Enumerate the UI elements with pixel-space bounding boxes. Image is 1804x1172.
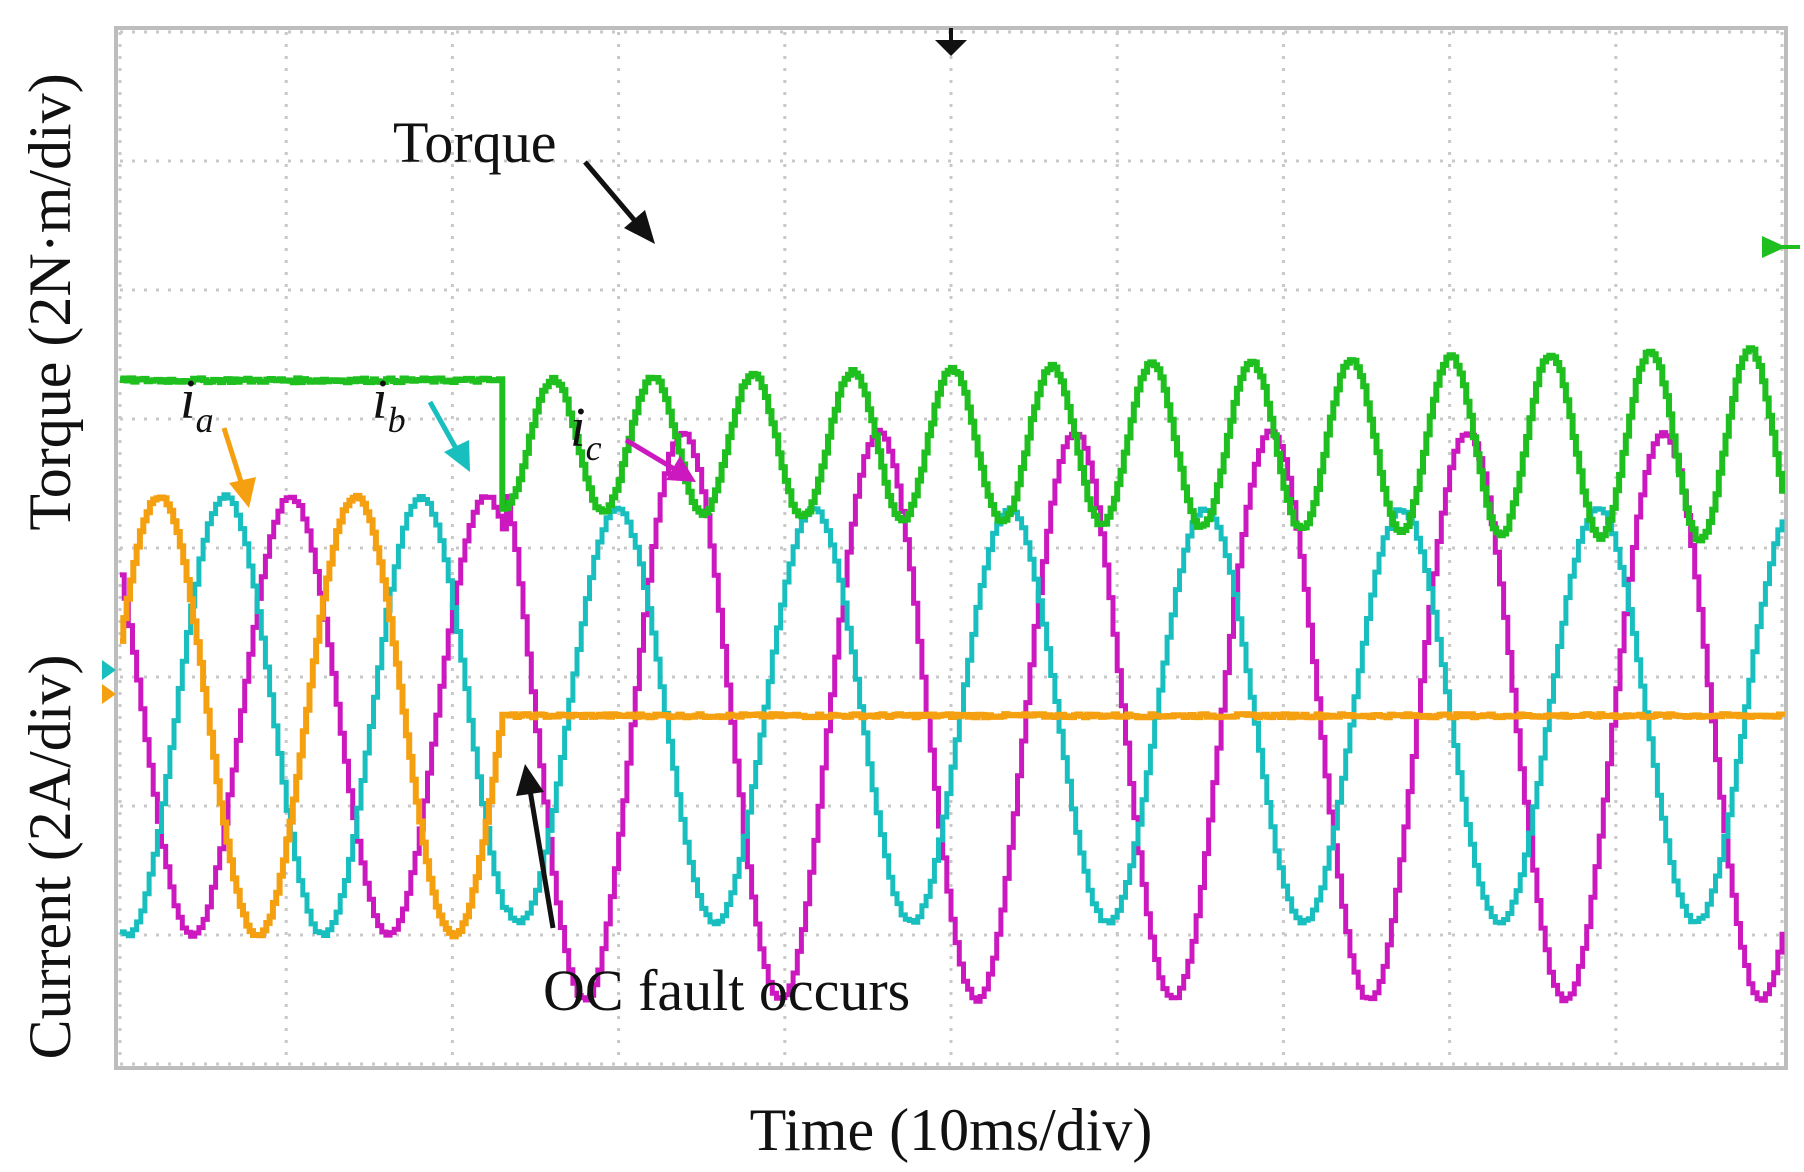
ib-label-sub: b: [388, 400, 406, 440]
trigger-top-marker: [935, 40, 967, 56]
ia-arrow-head: [229, 477, 256, 508]
ib-label: ib: [372, 369, 406, 440]
fault-annotation: OC fault occurs: [543, 958, 910, 1023]
ic-label: ic: [570, 397, 602, 468]
ic-label-sub: c: [586, 428, 602, 468]
traces: [120, 345, 1785, 1004]
current-a-level-marker: [102, 684, 116, 704]
ic-label-main: i: [570, 397, 586, 459]
ic-arrow-head: [666, 456, 696, 482]
y-axis-title-torque: Torque (2N·m/div): [17, 73, 83, 530]
torque-arrow-head: [624, 210, 655, 244]
torque-annotation: Torque: [393, 110, 556, 175]
ib-arrow: [427, 400, 461, 454]
current-ib-trace: [120, 492, 1785, 939]
ib-arrow-head: [444, 440, 470, 472]
x-axis-title: Time (10ms/div): [750, 1097, 1153, 1163]
torque-arrow: [583, 160, 643, 230]
fault-arrow: [527, 789, 556, 929]
ib-label-main: i: [372, 369, 388, 431]
current-ia-trace: [120, 492, 1785, 940]
ia-label-main: i: [180, 369, 196, 431]
current-ic-trace: [120, 427, 1785, 1004]
y-axis-title-current: Current (2A/div): [17, 655, 83, 1060]
ic-arrow: [624, 437, 678, 473]
ia-label: ia: [180, 369, 214, 440]
current-b-level-marker: [102, 660, 116, 680]
ia-arrow: [221, 427, 246, 489]
ia-label-sub: a: [196, 400, 214, 440]
fault-arrow-head: [516, 764, 544, 796]
torque-trace: [120, 345, 1785, 544]
